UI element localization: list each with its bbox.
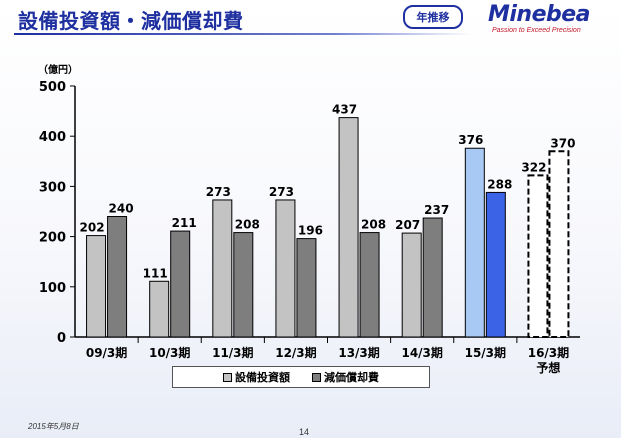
bar-capex — [149, 280, 170, 338]
x-tick-label: 13/3期 — [338, 345, 379, 360]
x-tick-label: 11/3期 — [212, 345, 253, 360]
data-label-depreciation: 196 — [298, 224, 323, 238]
data-label-depreciation: 211 — [172, 216, 197, 230]
bar-depreciation — [296, 238, 317, 338]
bar-capex — [86, 235, 107, 338]
x-tick-label: 16/3期 — [528, 345, 569, 360]
bar-depreciation — [422, 217, 443, 338]
title-bar: 設備投資額・減価償却費 年推移 Minebea Passion to Excee… — [0, 0, 621, 40]
y-axis-label: （億円） — [38, 63, 78, 76]
data-label-depreciation: 288 — [487, 177, 512, 191]
legend-swatch-depreciation — [312, 372, 321, 382]
legend-label-capex: 設備投資額 — [235, 371, 290, 384]
bar-depreciation — [485, 191, 506, 338]
data-label-capex: 437 — [332, 103, 357, 117]
data-label-depreciation: 237 — [424, 203, 449, 217]
bar-depreciation — [107, 216, 128, 338]
y-tick-label: 400 — [39, 130, 66, 145]
bar-capex — [338, 117, 359, 338]
bar-capex — [275, 199, 296, 338]
x-tick-label: 15/3期 — [465, 345, 506, 360]
page-number: 14 — [299, 427, 310, 437]
company-logo: Minebea Passion to Exceed Precision — [488, 2, 616, 36]
bar-depreciation — [359, 232, 380, 338]
x-tick-label: 10/3期 — [149, 345, 190, 360]
bar-capex — [212, 199, 233, 338]
bar-depreciation — [170, 230, 191, 338]
bar-capex — [527, 174, 549, 338]
data-label-depreciation: 370 — [550, 136, 575, 150]
title-underline — [14, 33, 470, 35]
data-label-depreciation: 208 — [361, 218, 386, 232]
bar-depreciation — [233, 232, 254, 338]
legend-item-capex: 設備投資額 — [223, 369, 290, 385]
y-tick-label: 100 — [39, 281, 66, 296]
logo-wordmark: Minebea — [488, 2, 591, 27]
chart-layer: （億円） 0 100 200 300 400 500 202 240 09/3期 111 211 10/… — [38, 63, 580, 375]
chart-legend: 設備投資額 減価償却費 — [172, 366, 430, 388]
y-tick-label: 200 — [39, 231, 66, 246]
x-tick-note: 予想 — [536, 360, 560, 375]
x-tick-label: 12/3期 — [275, 345, 316, 360]
x-tick-label: 09/3期 — [86, 345, 127, 360]
data-label-capex: 207 — [395, 218, 420, 232]
data-label-capex: 273 — [269, 185, 294, 199]
y-tick-label: 0 — [57, 331, 66, 346]
legend-label-depreciation: 減価償却費 — [324, 371, 379, 384]
y-tick-label: 300 — [39, 180, 66, 195]
legend-item-depreciation: 減価償却費 — [312, 369, 379, 385]
data-label-depreciation: 208 — [235, 218, 260, 232]
bar-capex — [464, 147, 485, 338]
data-label-capex: 273 — [206, 185, 231, 199]
data-label-capex: 202 — [80, 221, 105, 235]
logo-tagline: Passion to Exceed Precision — [492, 27, 581, 34]
footer-date: 2015年5月8日 — [28, 422, 79, 431]
bar-depreciation — [548, 150, 570, 338]
data-label-capex: 111 — [143, 266, 168, 280]
period-badge: 年推移 — [403, 5, 463, 29]
data-label-capex: 376 — [458, 133, 483, 147]
legend-swatch-capex — [223, 372, 232, 382]
data-label-depreciation: 240 — [109, 202, 134, 216]
y-tick-label: 500 — [39, 80, 66, 95]
x-tick-label: 14/3期 — [401, 345, 442, 360]
page-title: 設備投資額・減価償却費 — [18, 9, 244, 33]
data-label-capex: 322 — [521, 160, 546, 174]
bar-capex — [401, 232, 422, 338]
